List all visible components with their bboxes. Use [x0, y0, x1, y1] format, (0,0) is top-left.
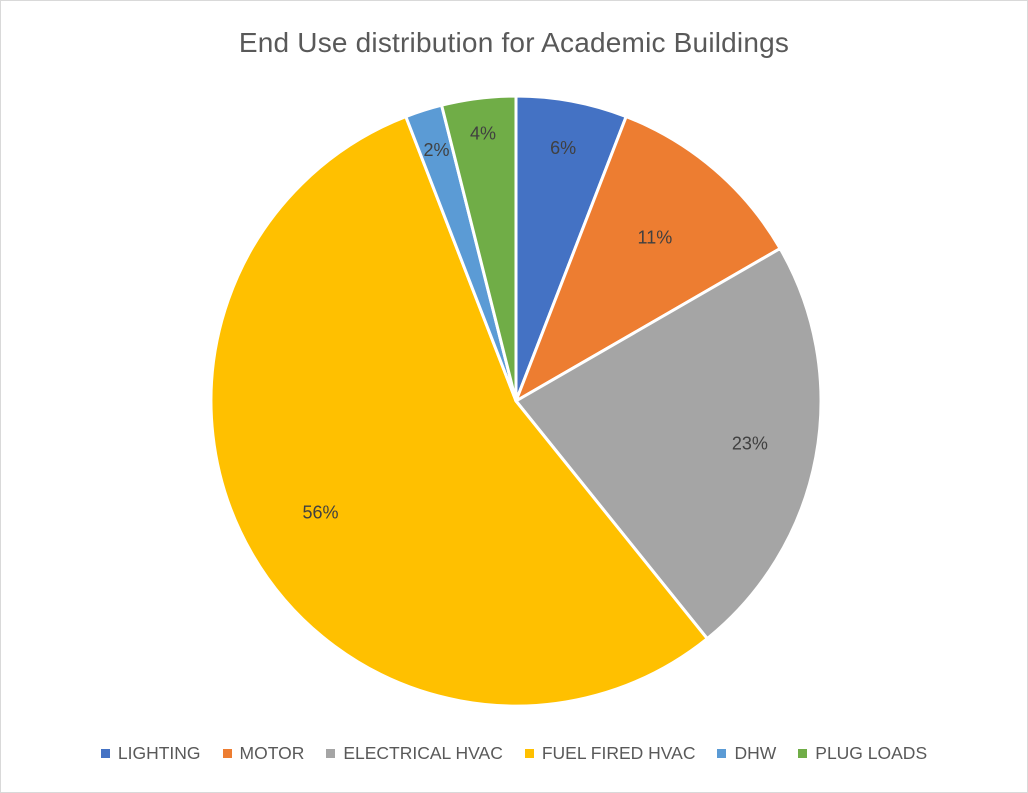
legend-label-motor: MOTOR: [239, 743, 305, 763]
legend-item-electrical-hvac: ELECTRICAL HVAC: [326, 743, 503, 764]
data-label-dhw: 2%: [423, 140, 449, 160]
legend-item-plug-loads: PLUG LOADS: [798, 743, 927, 764]
data-label-plug-loads: 4%: [470, 123, 496, 143]
data-label-fuel-fired-hvac: 56%: [303, 503, 339, 523]
legend-item-fuel-fired-hvac: FUEL FIRED HVAC: [524, 743, 696, 764]
chart-title: End Use distribution for Academic Buildi…: [238, 27, 790, 58]
legend-label-electrical-hvac: ELECTRICAL HVAC: [343, 743, 503, 763]
pie-slice-fuel-fired-hvac: [209, 115, 709, 708]
data-label-motor: 11%: [638, 228, 673, 248]
legend-swatch-fuel-fired-hvac: [524, 749, 534, 758]
legend-label-plug-loads: PLUG LOADS: [815, 743, 928, 763]
legend-label-lighting: LIGHTING: [117, 743, 201, 763]
legend-swatch-motor: [222, 749, 232, 758]
pie-slice-electrical-hvac: [514, 247, 823, 641]
legend-item-lighting: LIGHTING: [100, 743, 201, 764]
chart-legend: LIGHTING MOTOR ELECTRICAL HVAC FUEL FIRED H…: [1, 743, 1027, 764]
legend-label-fuel-fired-hvac: FUEL FIRED HVAC: [541, 743, 696, 763]
pie-slice-plug-loads: [440, 94, 518, 403]
data-label-lighting: 6%: [550, 138, 576, 158]
legend-swatch-electrical-hvac: [326, 749, 336, 758]
pie-slice-motor: [514, 115, 782, 403]
legend-swatch-dhw: [717, 749, 727, 758]
legend-item-dhw: DHW: [717, 743, 776, 764]
data-label-electrical-hvac: 23%: [732, 433, 768, 453]
legend-label-dhw: DHW: [734, 743, 777, 763]
legend-swatch-lighting: [100, 749, 110, 758]
legend-item-motor: MOTOR: [222, 743, 305, 764]
legend-swatch-plug-loads: [798, 749, 808, 758]
